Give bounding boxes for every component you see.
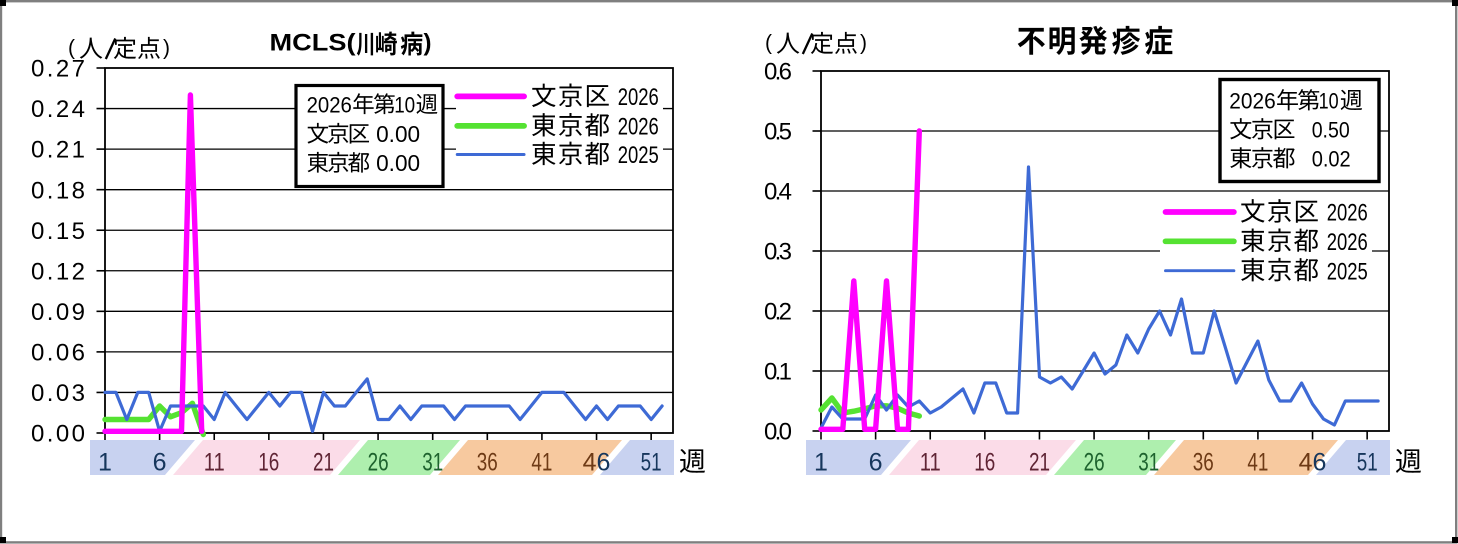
svg-text:(: ( (765, 32, 772, 55)
svg-text:0.21: 0.21 (31, 137, 85, 164)
svg-text:10: 10 (1319, 89, 1339, 114)
svg-text:51: 51 (641, 449, 662, 477)
svg-text:0.02: 0.02 (1312, 147, 1351, 172)
svg-text:26: 26 (368, 449, 389, 477)
svg-text:31: 31 (422, 449, 443, 477)
svg-text:0.15: 0.15 (31, 218, 85, 245)
svg-text:2026: 2026 (1229, 89, 1275, 114)
svg-text:36: 36 (1193, 449, 1214, 477)
svg-text:MCLS(: MCLS( (270, 30, 356, 57)
svg-text:41: 41 (1247, 449, 1268, 477)
svg-text:0.03: 0.03 (31, 380, 85, 407)
svg-text:0.0: 0.0 (764, 419, 792, 446)
svg-text:2025: 2025 (618, 142, 659, 169)
svg-text:0.2: 0.2 (764, 299, 792, 326)
svg-text:41: 41 (531, 449, 552, 477)
svg-text:16: 16 (974, 449, 995, 477)
svg-text:4: 4 (1299, 449, 1313, 477)
svg-text:6: 6 (869, 449, 883, 477)
svg-text:4: 4 (583, 449, 597, 477)
svg-text:2026: 2026 (307, 92, 352, 117)
svg-text:2026: 2026 (1327, 229, 1368, 256)
svg-text:11: 11 (920, 449, 941, 477)
svg-text:2026: 2026 (618, 84, 659, 111)
svg-text:11: 11 (204, 449, 225, 477)
svg-text:0.06: 0.06 (31, 340, 85, 367)
svg-text:0.24: 0.24 (31, 96, 85, 123)
svg-text:0.6: 0.6 (764, 59, 792, 86)
svg-text:0.4: 0.4 (764, 179, 792, 206)
svg-text:6: 6 (1313, 449, 1327, 477)
svg-text:2026: 2026 (1327, 200, 1368, 227)
svg-text:1: 1 (814, 449, 828, 477)
svg-text:36: 36 (477, 449, 498, 477)
svg-text:31: 31 (1138, 449, 1159, 477)
svg-text:10: 10 (394, 92, 415, 117)
svg-text:6: 6 (597, 449, 611, 477)
svg-text:): ) (860, 32, 867, 55)
svg-text:0.27: 0.27 (31, 56, 85, 83)
svg-text:0.3: 0.3 (764, 239, 792, 266)
svg-text:2025: 2025 (1327, 258, 1368, 285)
svg-text:1: 1 (98, 449, 112, 477)
svg-text:): ) (163, 37, 170, 60)
svg-text:0.50: 0.50 (1312, 118, 1350, 143)
svg-text:51: 51 (1357, 449, 1378, 477)
svg-text:0.09: 0.09 (31, 299, 85, 326)
svg-text:): ) (424, 30, 432, 57)
svg-text:26: 26 (1084, 449, 1105, 477)
svg-text:2026: 2026 (618, 114, 659, 141)
svg-text:0.5: 0.5 (764, 119, 792, 146)
svg-text:0.18: 0.18 (31, 177, 85, 204)
svg-text:(: ( (68, 37, 75, 60)
svg-text:0.00: 0.00 (31, 421, 85, 448)
svg-text:16: 16 (258, 449, 279, 477)
svg-text:0.1: 0.1 (764, 359, 792, 386)
svg-text:6: 6 (153, 449, 167, 477)
svg-text:21: 21 (313, 449, 334, 477)
svg-text:0.00: 0.00 (376, 121, 420, 147)
svg-text:0.12: 0.12 (31, 258, 85, 285)
svg-text:0.00: 0.00 (376, 150, 420, 176)
svg-text:21: 21 (1029, 449, 1050, 477)
